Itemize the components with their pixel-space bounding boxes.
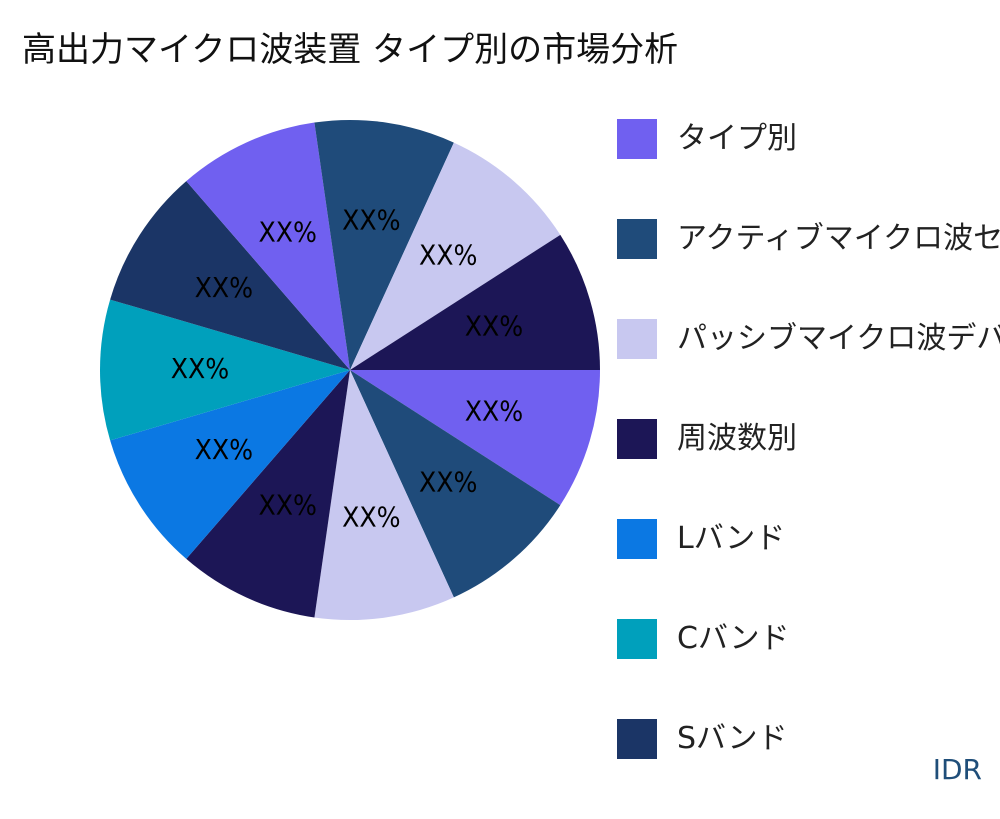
legend-swatch [617, 719, 657, 759]
pie-slice [186, 122, 350, 370]
slice-label: XX% [195, 271, 253, 304]
legend-item: パッシブマイクロ波デバイス [617, 319, 1000, 419]
pie-slice [110, 370, 350, 559]
legend-label: パッシブマイクロ波デバイス [677, 321, 1000, 356]
pie-slice [350, 234, 600, 370]
chart-title: 高出力マイクロ波装置 タイプ別の市場分析 [22, 30, 679, 70]
legend-swatch [617, 419, 657, 459]
legend-item: Cバンド [617, 619, 1000, 719]
pie-slice [314, 120, 454, 370]
slice-label: XX% [419, 465, 477, 498]
pie-slice [350, 370, 600, 506]
legend-label: Sバンド [677, 721, 788, 756]
legend-label: 周波数別 [677, 421, 797, 456]
legend-item: Sバンド [617, 719, 1000, 819]
brand-logo: IDR [932, 753, 982, 786]
legend-swatch [617, 219, 657, 259]
slice-label: XX% [258, 216, 316, 249]
slice-label: XX% [465, 394, 523, 427]
pie-slice [110, 181, 350, 370]
pie-slice [186, 370, 350, 618]
legend-item: 周波数別 [617, 419, 1000, 519]
legend-item: アクティブマイクロ波センサー [617, 219, 1000, 319]
legend-item: タイプ別 [617, 119, 1000, 219]
legend: タイプ別アクティブマイクロ波センサーパッシブマイクロ波デバイス周波数別 Lバンド C… [617, 119, 1000, 819]
slice-label: XX% [195, 433, 253, 466]
pie-slice [99, 299, 350, 441]
slice-label: XX% [258, 488, 316, 521]
legend-item: Lバンド [617, 519, 1000, 619]
legend-swatch [617, 519, 657, 559]
pie-slice [314, 370, 454, 621]
slice-label: XX% [171, 352, 229, 385]
legend-label: Lバンド [677, 521, 786, 556]
slice-label: XX% [342, 500, 400, 533]
slice-label: XX% [342, 204, 400, 237]
slice-label: XX% [465, 310, 523, 343]
legend-label: アクティブマイクロ波センサー [677, 221, 1000, 256]
legend-swatch [617, 619, 657, 659]
pie-slice [350, 370, 561, 598]
pie-chart: XX%XX%XX%XX%XX%XX%XX%XX% XX%XX%XX% [99, 120, 600, 621]
slice-label: XX% [419, 239, 477, 272]
legend-label: タイプ別 [677, 121, 797, 156]
pie-slice [350, 142, 561, 370]
legend-label: Cバンド [677, 621, 790, 656]
legend-swatch [617, 119, 657, 159]
legend-swatch [617, 319, 657, 359]
